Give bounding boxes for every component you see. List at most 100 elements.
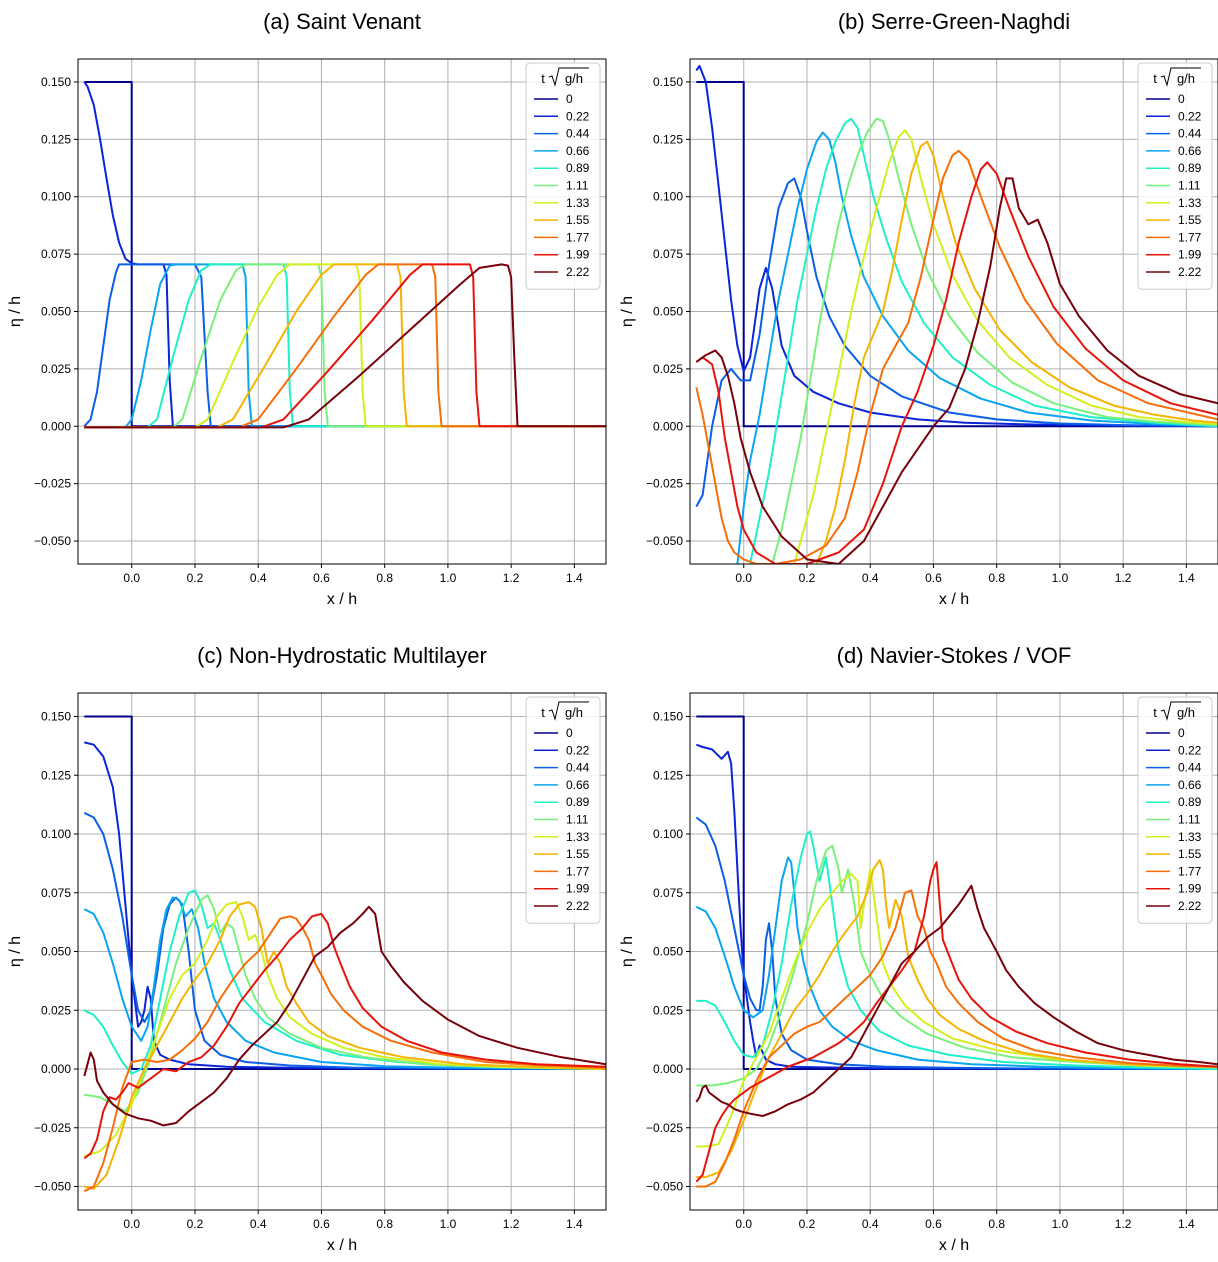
legend-entry: 0.22 <box>566 109 590 123</box>
y-tick-label: −0.050 <box>646 534 683 548</box>
legend-entry: 0 <box>566 92 573 106</box>
legend-entry: 2.22 <box>1178 265 1202 279</box>
y-tick-label: 0.050 <box>41 305 71 319</box>
legend-title-prefix: t <box>541 705 545 720</box>
legend-entry: 1.99 <box>566 882 590 896</box>
legend-entry: 2.22 <box>566 899 590 913</box>
legend-title-radicand: g/h <box>565 705 583 720</box>
legend-entry: 0.44 <box>566 761 590 775</box>
x-tick-label: 1.2 <box>1115 1217 1132 1231</box>
x-tick-label: 0.6 <box>925 1217 942 1231</box>
panel-title: (a) Saint Venant <box>263 9 421 34</box>
x-tick-label: 1.4 <box>1178 1217 1195 1231</box>
y-tick-label: 0.025 <box>41 362 71 376</box>
y-tick-label: 0.075 <box>41 247 71 261</box>
legend-entry: 1.11 <box>566 179 589 193</box>
y-tick-label: 0.000 <box>653 419 683 433</box>
legend-entry: 0.44 <box>1178 127 1202 141</box>
y-tick-label: 0.000 <box>41 419 71 433</box>
legend-entry: 1.33 <box>566 830 590 844</box>
x-tick-label: 1.2 <box>503 571 520 585</box>
legend-entry: 0.44 <box>1178 761 1202 775</box>
x-tick-label: 0.4 <box>250 571 267 585</box>
y-tick-label: 0.125 <box>653 768 683 782</box>
series-line-1.55 <box>84 902 606 1189</box>
x-tick-label: 0.8 <box>376 571 393 585</box>
y-axis-label: η / h <box>619 936 636 967</box>
legend-entry: 0.66 <box>566 144 590 158</box>
y-tick-label: 0.050 <box>41 945 71 959</box>
x-tick-label: 1.2 <box>503 1217 520 1231</box>
legend-entry: 0.89 <box>1178 795 1202 809</box>
legend-entry: 1.77 <box>1178 864 1202 878</box>
y-tick-label: 0.125 <box>41 768 71 782</box>
legend-entry: 1.55 <box>1178 847 1202 861</box>
legend-entry: 2.22 <box>566 265 590 279</box>
y-tick-label: −0.025 <box>646 477 683 491</box>
x-tick-label: 0.2 <box>799 571 816 585</box>
x-tick-label: 0.6 <box>313 571 330 585</box>
legend-title-radicand: g/h <box>1177 705 1195 720</box>
x-tick-label: 0.0 <box>123 1217 140 1231</box>
y-tick-label: 0.100 <box>653 190 683 204</box>
x-tick-label: 1.0 <box>440 1217 457 1231</box>
y-axis-label: η / h <box>7 296 24 327</box>
legend-entry: 1.55 <box>566 847 590 861</box>
legend-entry: 1.33 <box>566 196 590 210</box>
y-tick-label: 0.150 <box>41 710 71 724</box>
legend-entry: 0.89 <box>566 161 590 175</box>
x-tick-label: 0.8 <box>376 1217 393 1231</box>
y-tick-label: 0.050 <box>653 305 683 319</box>
x-tick-label: 1.2 <box>1115 571 1132 585</box>
x-tick-label: 0.8 <box>988 571 1005 585</box>
legend-entry: 0.89 <box>566 795 590 809</box>
legend-title-prefix: t <box>1153 705 1157 720</box>
legend-entry: 0 <box>566 726 573 740</box>
legend-title-prefix: t <box>1153 71 1157 86</box>
panel-title: (c) Non-Hydrostatic Multilayer <box>197 643 487 668</box>
legend-entry: 1.77 <box>1178 230 1202 244</box>
y-tick-label: 0.125 <box>41 132 71 146</box>
x-tick-label: 0.0 <box>123 571 140 585</box>
y-tick-label: −0.050 <box>646 1180 683 1194</box>
legend-title-prefix: t <box>541 71 545 86</box>
y-tick-label: 0.100 <box>41 190 71 204</box>
y-tick-label: 0.100 <box>41 827 71 841</box>
legend-entry: 0 <box>1178 726 1185 740</box>
x-tick-label: 0.2 <box>187 571 204 585</box>
x-tick-label: 1.0 <box>440 571 457 585</box>
legend-entry: 1.55 <box>1178 213 1202 227</box>
x-tick-label: 1.0 <box>1052 1217 1069 1231</box>
x-tick-label: 0.6 <box>925 571 942 585</box>
y-tick-label: 0.150 <box>41 75 71 89</box>
y-tick-label: 0.000 <box>41 1062 71 1076</box>
x-tick-label: 0.0 <box>735 1217 752 1231</box>
y-tick-label: 0.075 <box>653 247 683 261</box>
legend-entry: 1.33 <box>1178 830 1202 844</box>
legend-entry: 0 <box>1178 92 1185 106</box>
legend-entry: 0.66 <box>566 778 590 792</box>
legend-entry: 0.22 <box>1178 109 1202 123</box>
x-tick-label: 0.6 <box>313 1217 330 1231</box>
y-tick-label: −0.025 <box>34 477 71 491</box>
x-tick-label: 0.4 <box>250 1217 267 1231</box>
legend-entry: 0.66 <box>1178 144 1202 158</box>
legend-entry: 1.11 <box>1178 813 1201 827</box>
x-axis-label: x / h <box>939 1237 969 1254</box>
x-tick-label: 0.4 <box>862 571 879 585</box>
legend-entry: 1.99 <box>1178 882 1202 896</box>
legend-entry: 1.77 <box>566 230 590 244</box>
y-tick-label: −0.025 <box>34 1121 71 1135</box>
x-axis-label: x / h <box>327 1237 357 1254</box>
y-tick-label: 0.075 <box>41 886 71 900</box>
y-tick-label: 0.025 <box>653 1003 683 1017</box>
y-tick-label: 0.075 <box>653 886 683 900</box>
